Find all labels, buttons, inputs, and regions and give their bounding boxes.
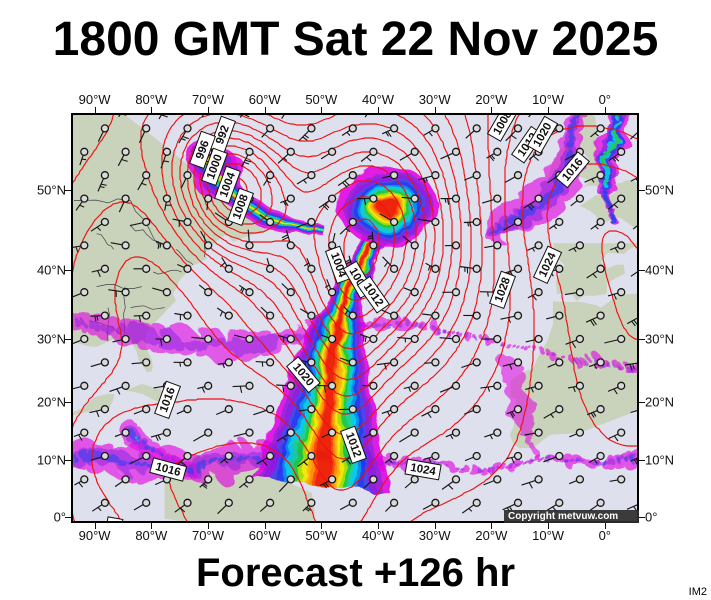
svg-text:1032: 1032 — [105, 521, 121, 523]
